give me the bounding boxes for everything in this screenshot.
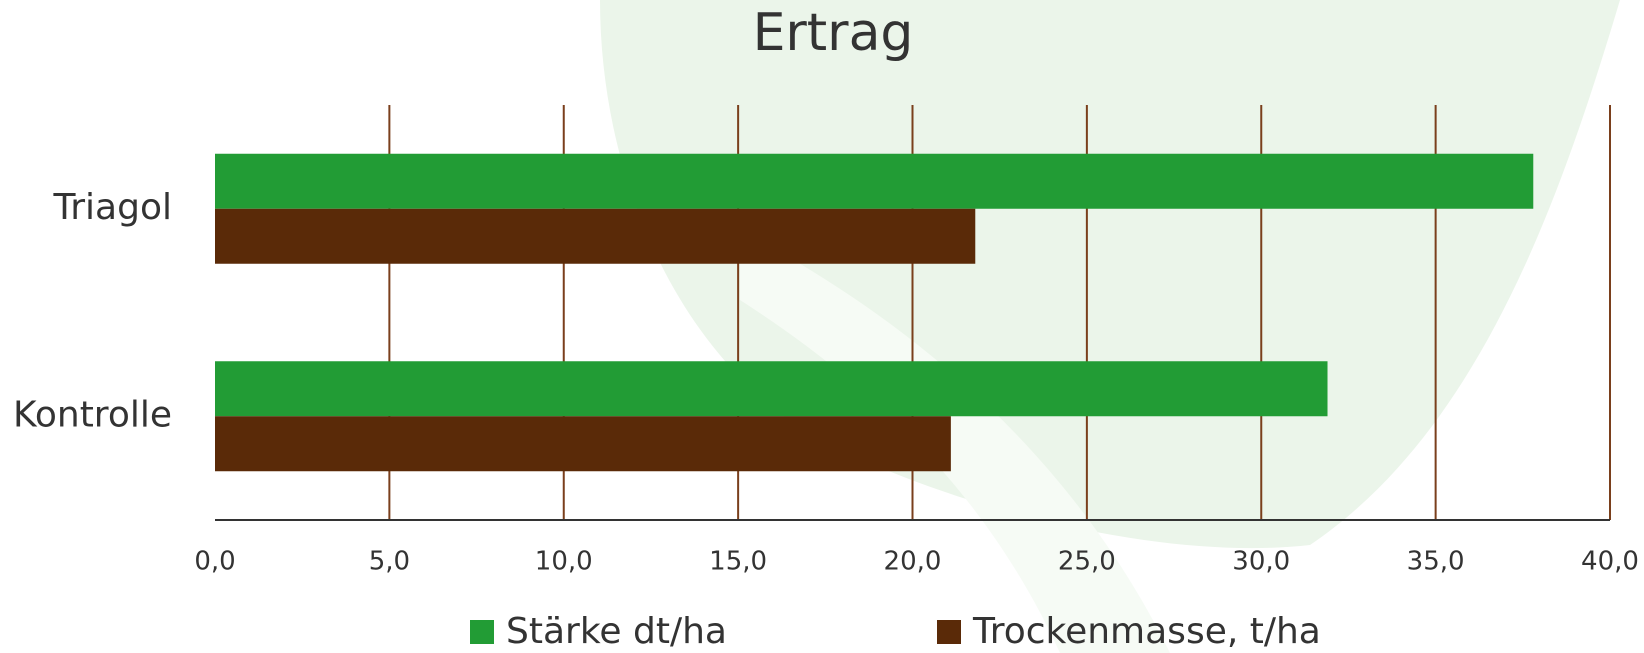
legend-label: Stärke dt/ha: [506, 611, 727, 652]
y-tick-label: Triagol: [53, 187, 172, 228]
legend-label: Trockenmasse, t/ha: [972, 611, 1321, 652]
x-tick-label: 15,0: [709, 547, 767, 577]
bar: [215, 416, 951, 472]
x-tick-label: 30,0: [1232, 547, 1290, 577]
bar: [215, 208, 976, 264]
x-tick-label: 25,0: [1058, 547, 1116, 577]
y-tick-label: Kontrolle: [13, 394, 172, 435]
x-tick-label: 10,0: [535, 547, 593, 577]
bar: [215, 361, 1328, 417]
bar: [215, 153, 1534, 209]
x-tick-label: 20,0: [884, 547, 942, 577]
legend-swatch: [470, 620, 494, 644]
x-tick-label: 35,0: [1407, 547, 1465, 577]
x-tick-label: 40,0: [1581, 547, 1639, 577]
chart-title: Ertrag: [753, 3, 914, 63]
legend-swatch: [937, 620, 961, 644]
x-tick-label: 5,0: [369, 547, 410, 577]
x-tick-label: 0,0: [194, 547, 235, 577]
